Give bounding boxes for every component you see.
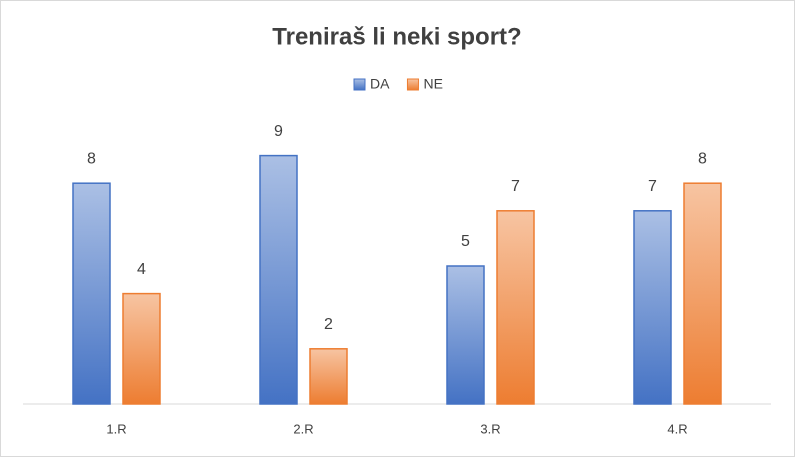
bar	[72, 182, 111, 405]
bar	[122, 292, 161, 405]
bar	[633, 210, 672, 405]
legend-label: NE	[423, 76, 442, 92]
legend-swatch	[406, 78, 419, 91]
chart-title: Treniraš li neki sport?	[272, 23, 521, 50]
bar	[259, 154, 298, 405]
value-label: 8	[87, 150, 96, 167]
value-label: 4	[137, 261, 146, 278]
x-tick-label: 3.R	[480, 421, 500, 436]
legend-swatch	[353, 78, 366, 91]
value-label: 8	[698, 150, 707, 167]
value-label: 7	[648, 178, 657, 195]
x-tick-label: 2.R	[293, 421, 313, 436]
value-label: 5	[461, 233, 470, 250]
x-tick-label: 4.R	[667, 421, 687, 436]
value-label: 2	[324, 316, 333, 333]
legend-label: DA	[370, 76, 390, 92]
bar	[309, 348, 348, 405]
bar	[446, 265, 485, 405]
bar	[683, 182, 722, 405]
value-label: 7	[511, 178, 520, 195]
bar	[496, 210, 535, 405]
x-tick-label: 1.R	[106, 421, 126, 436]
value-label: 9	[274, 123, 283, 140]
